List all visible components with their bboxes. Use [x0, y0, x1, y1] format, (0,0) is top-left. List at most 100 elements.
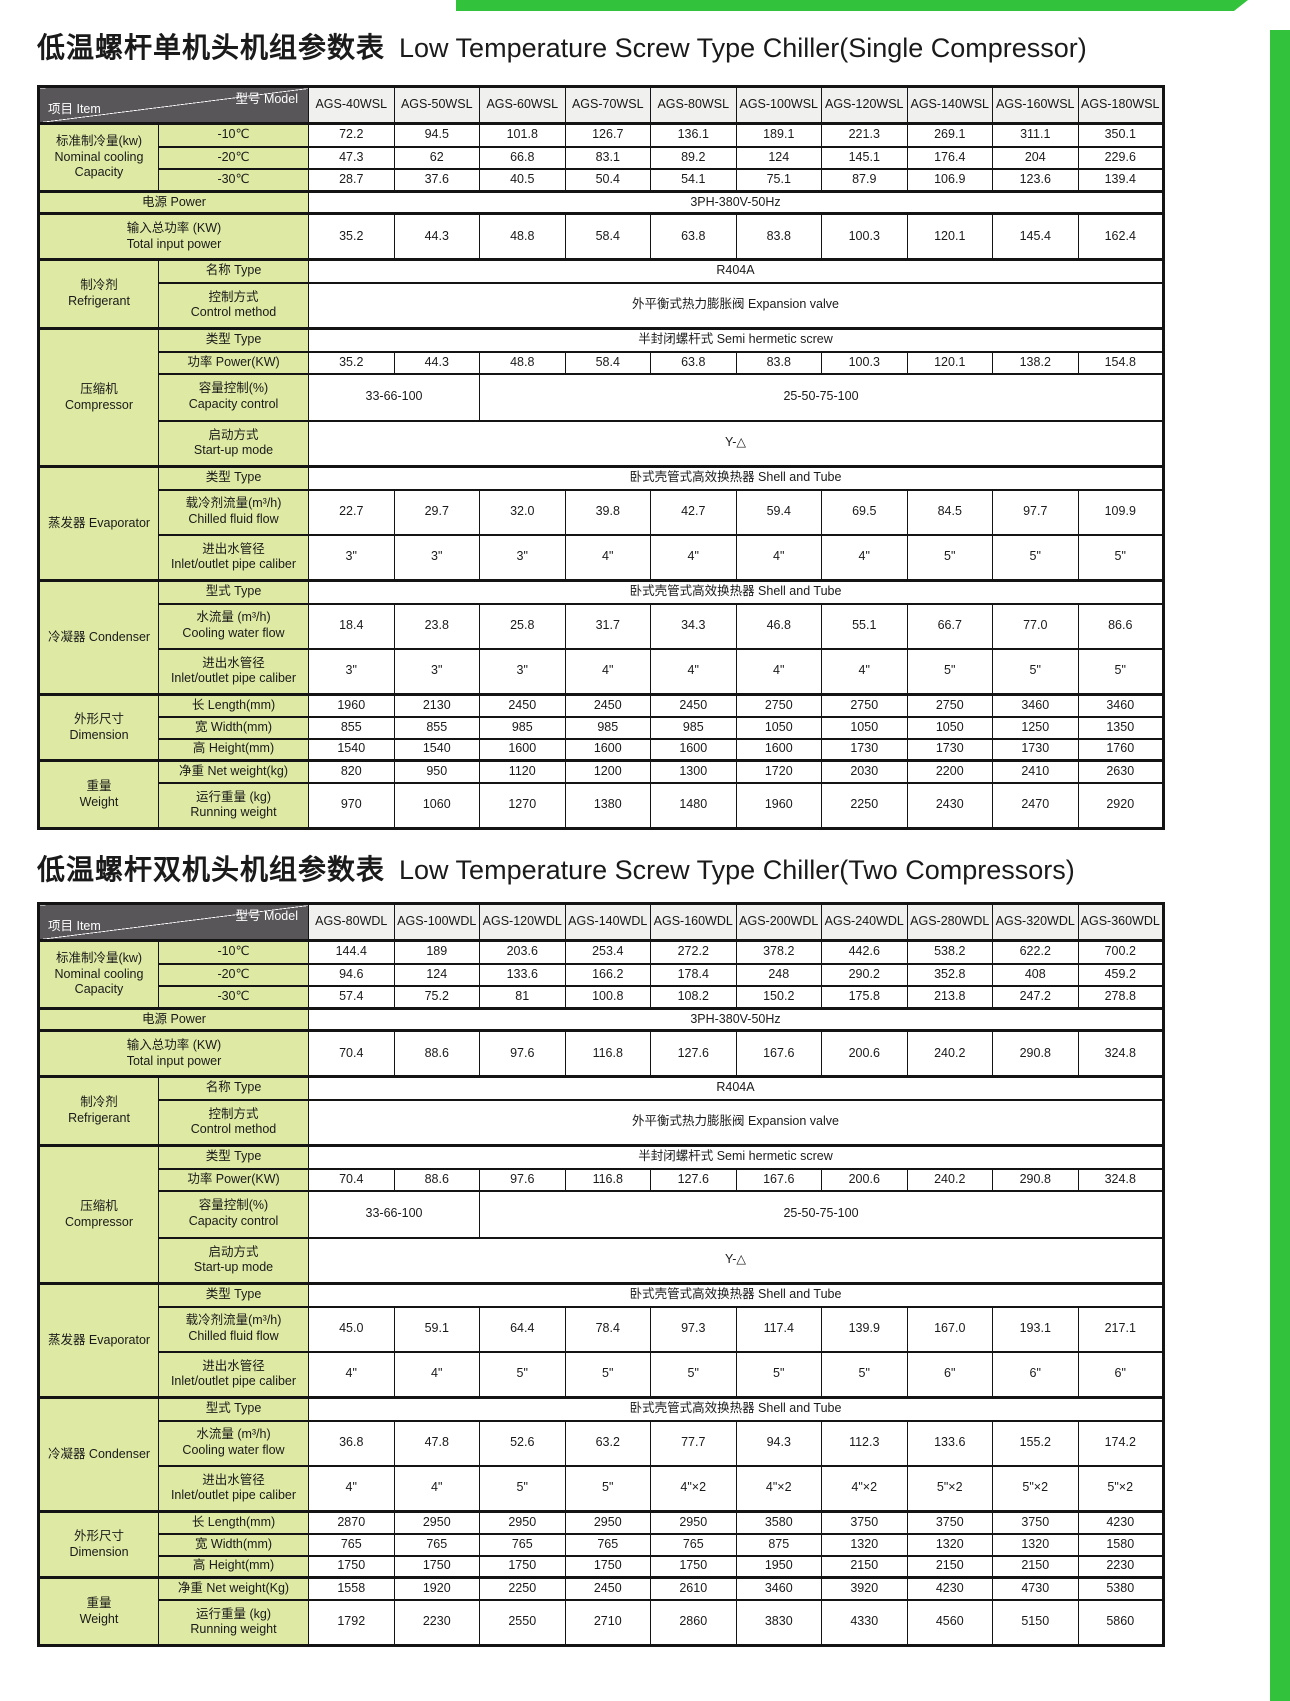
group-label-nominal-cooling: 标准制冷量(kw) Nominal cooling Capacity	[38, 122, 159, 193]
model-column-header: AGS-320WDL	[992, 902, 1079, 942]
value-cell: 3460	[992, 693, 1079, 718]
model-column-header: AGS-80WSL	[650, 85, 737, 125]
value-cell: 23.8	[393, 602, 480, 650]
value-cell: 58.4	[564, 212, 651, 261]
value-cell: 66.7	[906, 602, 993, 650]
value-cell: 77.0	[992, 602, 1079, 650]
value-cell: 2710	[564, 1598, 651, 1647]
value-cell: 1350	[1077, 715, 1164, 740]
value-cell: 2430	[906, 781, 993, 830]
value-cell: 985	[479, 715, 566, 740]
capacity-control-value: 33-66-100	[308, 1189, 480, 1239]
model-column-header: AGS-160WDL	[650, 902, 737, 942]
row-label-height: 高 Height(mm)	[158, 1554, 309, 1579]
value-cell: 5"	[650, 1350, 737, 1399]
value-cell: 290.8	[992, 1167, 1079, 1192]
value-cell: 350.1	[1077, 122, 1164, 148]
value-cell: 1730	[992, 737, 1079, 762]
group-label-refrigerant: 制冷剂 Refrigerant	[38, 1075, 159, 1147]
spec-table: 型号 Model 项目 Item AGS-40WSL AGS-50WSL AGS-60W…	[37, 85, 1165, 830]
value-cell: 1540	[393, 737, 480, 762]
value-cell: 1600	[735, 737, 822, 762]
value-cell: 4"	[650, 533, 737, 582]
value-cell: 62	[393, 145, 480, 170]
value-cell: 2950	[650, 1510, 737, 1535]
value-cell: 70.4	[308, 1167, 395, 1192]
value-cell: 765	[308, 1532, 395, 1557]
value-cell: 1558	[308, 1576, 395, 1601]
value-cell: 5"	[735, 1350, 822, 1399]
model-column-header: AGS-50WSL	[393, 85, 480, 125]
value-cell: 120.1	[906, 350, 993, 375]
value-cell: 1750	[564, 1554, 651, 1579]
model-column-header: AGS-100WSL	[735, 85, 822, 125]
value-cell: 37.6	[393, 167, 480, 193]
value-cell: 4"	[821, 647, 908, 696]
value-cell: 2150	[821, 1554, 908, 1579]
value-cell: 139.4	[1077, 167, 1164, 193]
model-column-header: AGS-180WSL	[1077, 85, 1164, 125]
value-cell: 44.3	[393, 350, 480, 375]
value-cell: 126.7	[564, 122, 651, 148]
value-cell: 4230	[906, 1576, 993, 1601]
model-column-header: AGS-200WDL	[735, 902, 822, 942]
value-cell: 63.8	[650, 350, 737, 375]
value-cell: 133.6	[479, 962, 566, 987]
value-cell: 176.4	[906, 145, 993, 170]
value-cell: 3"	[479, 533, 566, 582]
value-cell: 100.8	[564, 984, 651, 1010]
row-label-pipe-caliber: 进出水管径 Inlet/outlet pipe caliber	[158, 1464, 309, 1513]
value-cell: 2750	[821, 693, 908, 718]
model-column-header: AGS-140WDL	[564, 902, 651, 942]
value-cell: 1320	[821, 1532, 908, 1557]
row-label-running-weight: 运行重量 (kg) Running weight	[158, 1598, 309, 1647]
model-column-header: AGS-100WDL	[393, 902, 480, 942]
group-label-total-input-power: 输入总功率 (KW) Total input power	[38, 1029, 309, 1078]
value-cell: 47.3	[308, 145, 395, 170]
value-cell: 1950	[735, 1554, 822, 1579]
group-label-weight: 重量 Weight	[38, 759, 159, 830]
capacity-control-value: 25-50-75-100	[479, 372, 1164, 422]
value-cell: 64.4	[479, 1305, 566, 1353]
row-label-net-weight: 净重 Net weight(Kg)	[158, 1576, 309, 1601]
value-cell: 1050	[906, 715, 993, 740]
power-value: 3PH-380V-50Hz	[308, 1007, 1164, 1032]
row-label-net-weight: 净重 Net weight(kg)	[158, 759, 309, 784]
value-cell: 820	[308, 759, 395, 784]
value-cell: 1320	[906, 1532, 993, 1557]
model-column-header: AGS-280WDL	[906, 902, 993, 942]
value-cell: 3580	[735, 1510, 822, 1535]
value-cell: 4"	[564, 647, 651, 696]
value-cell: 5"	[479, 1464, 566, 1513]
value-cell: 100.3	[821, 350, 908, 375]
value-cell: 3"	[308, 533, 395, 582]
value-cell: 1580	[1077, 1532, 1164, 1557]
value-cell: 127.6	[650, 1029, 737, 1078]
value-cell: 83.8	[735, 212, 822, 261]
value-cell: 765	[393, 1532, 480, 1557]
value-cell: 229.6	[1077, 145, 1164, 170]
value-cell: 189.1	[735, 122, 822, 148]
value-cell: 2550	[479, 1598, 566, 1647]
row-label-minus10: -10℃	[158, 122, 309, 148]
value-cell: 167.0	[906, 1305, 993, 1353]
compressor-type-value: 半封闭螺杆式 Semi hermetic screw	[308, 327, 1164, 353]
row-label-control-method: 控制方式 Control method	[158, 1098, 309, 1147]
value-cell: 108.2	[650, 984, 737, 1010]
value-cell: 4730	[992, 1576, 1079, 1601]
value-cell: 247.2	[992, 984, 1079, 1010]
value-cell: 6"	[1077, 1350, 1164, 1399]
value-cell: 34.3	[650, 602, 737, 650]
condenser-type-value: 卧式壳管式高效换热器 Shell and Tube	[308, 579, 1164, 605]
value-cell: 3"	[393, 647, 480, 696]
value-cell: 3"	[479, 647, 566, 696]
value-cell: 1750	[650, 1554, 737, 1579]
value-cell: 32.0	[479, 488, 566, 536]
value-cell: 4"	[564, 533, 651, 582]
capacity-control-value: 25-50-75-100	[479, 1189, 1164, 1239]
row-label-type: 类型 Type	[158, 1144, 309, 1170]
value-cell: 204	[992, 145, 1079, 170]
value-cell: 5"	[906, 533, 993, 582]
row-label-height: 高 Height(mm)	[158, 737, 309, 762]
